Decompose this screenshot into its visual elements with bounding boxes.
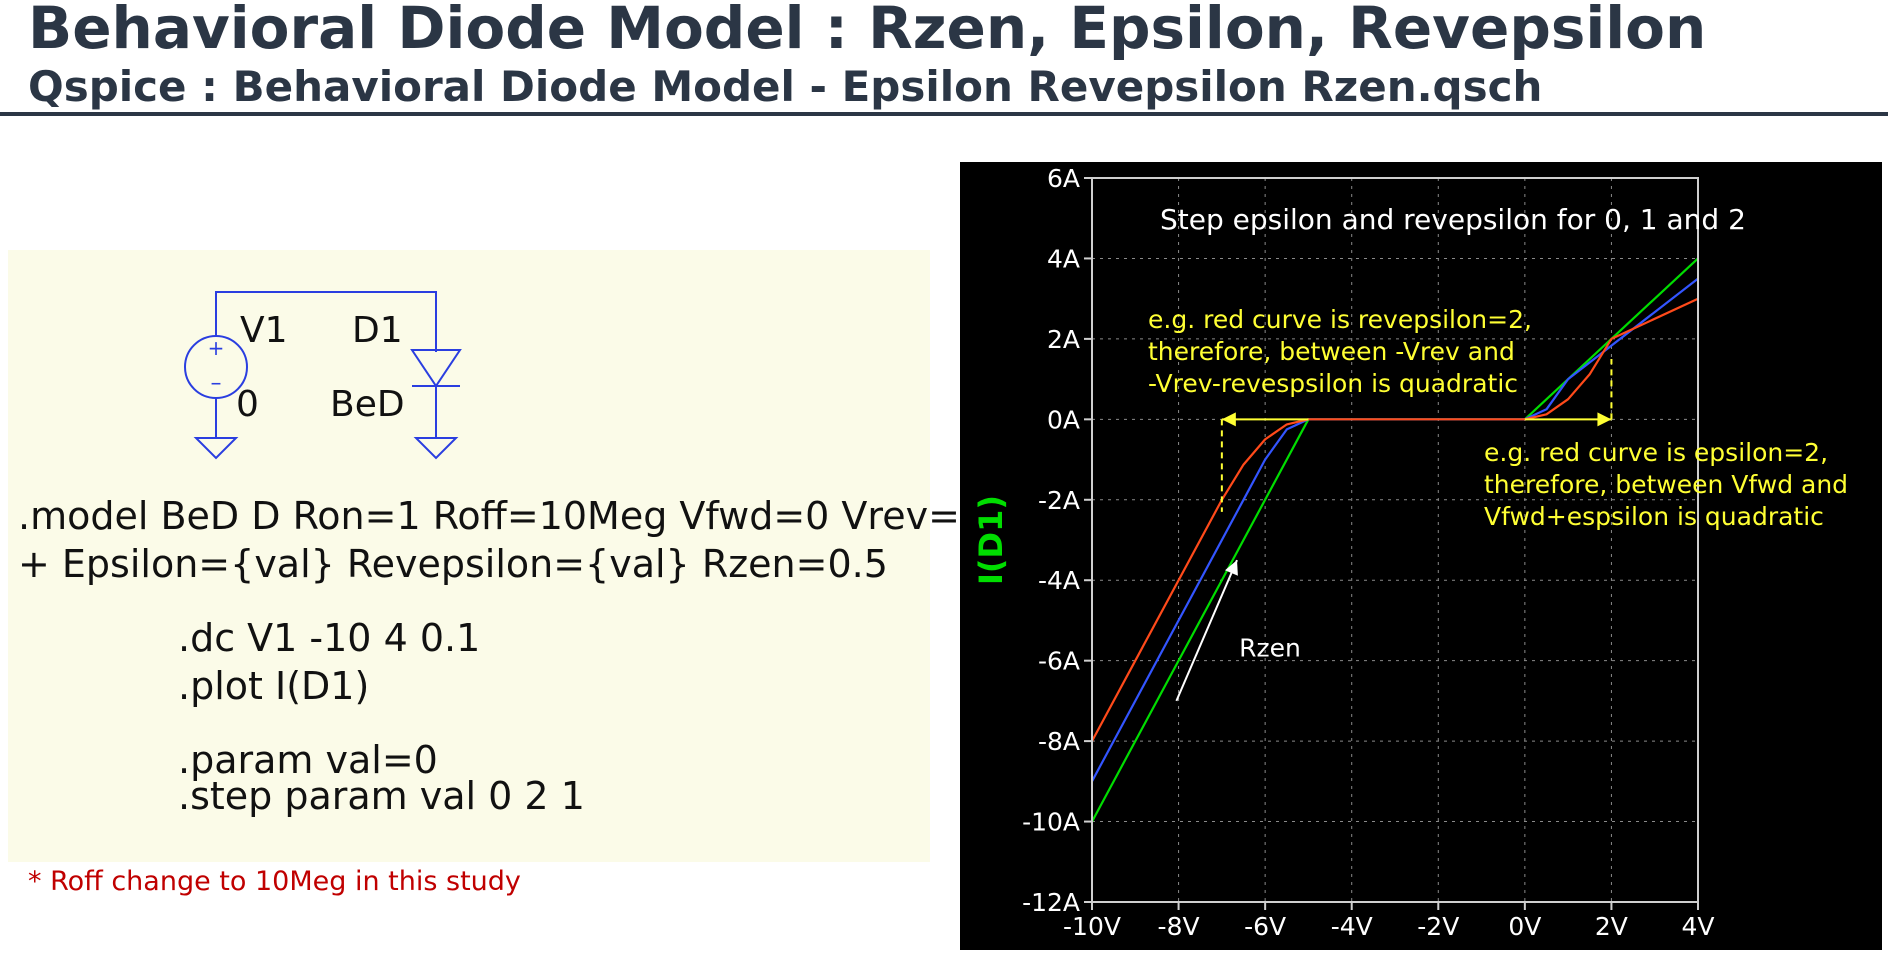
rzen-arrow xyxy=(1175,559,1238,702)
schematic: + – V1 0 D1 BeD xyxy=(184,291,462,460)
iv-chart: -10V -8V -6V -4V -2V 0V 2V 4V 6A 4A 2A 0A -2A -4A -6A -… xyxy=(972,164,1848,941)
minus-sign: – xyxy=(211,371,222,396)
x-tick-label: -6V xyxy=(1244,912,1286,941)
revepsilon-note-line: -Vrev-revespsilon is quadratic xyxy=(1148,369,1518,398)
chart-annotations: Step epsilon and revepsilon for 0, 1 and… xyxy=(1148,203,1848,702)
source-name: V1 xyxy=(240,310,288,351)
step-directive: .step param val 0 2 1 xyxy=(178,774,585,818)
epsilon-note-line: therefore, between Vfwd and xyxy=(1484,470,1848,499)
diode-model: BeD xyxy=(330,384,405,425)
page-title: Behavioral Diode Model : Rzen, Epsilon, … xyxy=(28,0,1707,62)
epsilon-note-line: Vfwd+espsilon is quadratic xyxy=(1484,502,1824,531)
x-tick-label: 4V xyxy=(1681,912,1714,941)
param-directive: .param val=0 xyxy=(178,738,438,782)
revepsilon-note-line: e.g. red curve is revepsilon=2, xyxy=(1148,305,1532,334)
ground-symbol-diode xyxy=(413,437,459,460)
chart-grid xyxy=(1092,178,1698,902)
y-tick-label: 4A xyxy=(1047,244,1080,273)
dc-directive: .dc V1 -10 4 0.1 xyxy=(178,616,481,660)
rzen-label: Rzen xyxy=(1239,634,1301,663)
plus-sign: + xyxy=(208,336,225,360)
diode-name: D1 xyxy=(352,310,403,351)
plot-directive: .plot I(D1) xyxy=(178,664,370,708)
page-subtitle: Qspice : Behavioral Diode Model - Epsilo… xyxy=(28,62,1543,111)
x-tick-label: -4V xyxy=(1331,912,1373,941)
model-line-1: .model BeD D Ron=1 Roff=10Meg Vfwd=0 Vre… xyxy=(18,494,985,538)
y-tick-label: -2A xyxy=(1038,486,1080,515)
y-axis-label: I(D1) xyxy=(972,495,1010,585)
y-tick-label: 0A xyxy=(1047,405,1080,434)
header-divider xyxy=(0,112,1888,116)
ground-symbol-source xyxy=(193,437,239,460)
revepsilon-note-line: therefore, between -Vrev and xyxy=(1148,337,1515,366)
diode-symbol xyxy=(410,349,462,388)
series-line xyxy=(1091,297,1699,742)
rzen-arrow-head xyxy=(1225,560,1238,576)
revepsilon-arrow-head xyxy=(1221,412,1236,427)
y-tick-label: -8A xyxy=(1038,727,1080,756)
epsilon-note-line: e.g. red curve is epsilon=2, xyxy=(1484,438,1828,467)
waveform-viewer: -10V -8V -6V -4V -2V 0V 2V 4V 6A 4A 2A 0A -2A -4A -6A -… xyxy=(960,162,1882,950)
y-tick-label: 6A xyxy=(1047,164,1080,193)
y-tick-label: -4A xyxy=(1038,566,1080,595)
x-tick-label: -2V xyxy=(1417,912,1459,941)
chart-axes: -10V -8V -6V -4V -2V 0V 2V 4V 6A 4A 2A 0A -2A -4A -6A -… xyxy=(972,164,1715,941)
x-tick-label: -10V xyxy=(1063,912,1121,941)
model-line-2: + Epsilon={val} Revepsilon={val} Rzen=0.… xyxy=(18,542,888,586)
x-tick-label: 0V xyxy=(1508,912,1541,941)
y-tick-label: -10A xyxy=(1022,808,1080,837)
epsilon-arrow-head xyxy=(1597,412,1612,427)
chart-title: Step epsilon and revepsilon for 0, 1 and… xyxy=(1160,203,1746,236)
x-tick-label: 2V xyxy=(1595,912,1628,941)
source-value: 0 xyxy=(236,384,259,425)
y-tick-label: -6A xyxy=(1038,647,1080,676)
x-tick-label: -8V xyxy=(1158,912,1200,941)
roff-note: * Roff change to 10Meg in this study xyxy=(28,866,521,897)
y-tick-label: 2A xyxy=(1047,325,1080,354)
netlist-panel: + – V1 0 D1 BeD .model BeD D Ron=1 Roff=… xyxy=(8,250,984,862)
top-wire xyxy=(215,291,437,352)
plot-frame xyxy=(1091,177,1699,903)
y-tick-label: -12A xyxy=(1022,888,1080,917)
